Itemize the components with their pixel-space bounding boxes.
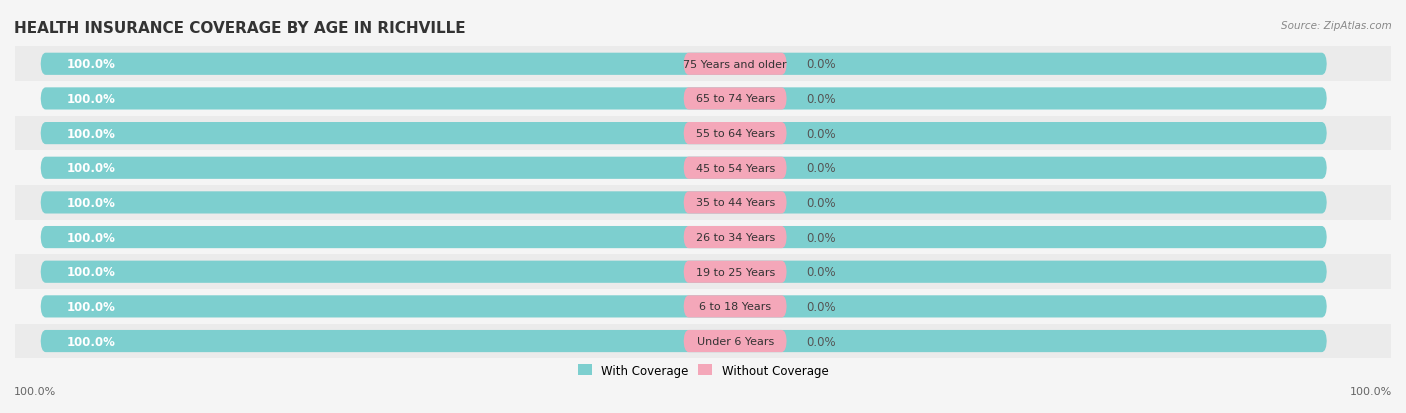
Bar	[15, 151, 1391, 185]
Text: 100.0%: 100.0%	[66, 231, 115, 244]
Bar	[15, 290, 1391, 324]
Text: 45 to 54 Years: 45 to 54 Years	[696, 164, 775, 173]
Text: HEALTH INSURANCE COVERAGE BY AGE IN RICHVILLE: HEALTH INSURANCE COVERAGE BY AGE IN RICH…	[14, 21, 465, 36]
FancyBboxPatch shape	[41, 157, 1327, 179]
Text: 100.0%: 100.0%	[66, 266, 115, 278]
Text: 19 to 25 Years: 19 to 25 Years	[696, 267, 775, 277]
Text: 0.0%: 0.0%	[806, 266, 835, 278]
Bar	[15, 185, 1391, 220]
Bar	[15, 324, 1391, 358]
Text: 100.0%: 100.0%	[66, 335, 115, 348]
FancyBboxPatch shape	[683, 226, 787, 249]
Bar	[15, 82, 1391, 116]
Text: 0.0%: 0.0%	[806, 335, 835, 348]
FancyBboxPatch shape	[683, 123, 787, 145]
Text: 75 Years and older: 75 Years and older	[683, 59, 787, 70]
FancyBboxPatch shape	[683, 88, 787, 110]
FancyBboxPatch shape	[683, 330, 787, 352]
Text: 65 to 74 Years: 65 to 74 Years	[696, 94, 775, 104]
Text: 100.0%: 100.0%	[66, 162, 115, 175]
Text: 0.0%: 0.0%	[806, 58, 835, 71]
Text: 100.0%: 100.0%	[66, 58, 115, 71]
Bar	[15, 220, 1391, 255]
FancyBboxPatch shape	[683, 157, 787, 179]
Text: 0.0%: 0.0%	[806, 93, 835, 106]
Text: 0.0%: 0.0%	[806, 231, 835, 244]
Text: 35 to 44 Years: 35 to 44 Years	[696, 198, 775, 208]
FancyBboxPatch shape	[683, 54, 787, 76]
Text: 0.0%: 0.0%	[806, 162, 835, 175]
Text: 100.0%: 100.0%	[66, 93, 115, 106]
Legend: With Coverage, Without Coverage: With Coverage, Without Coverage	[572, 359, 834, 382]
FancyBboxPatch shape	[41, 88, 1327, 110]
FancyBboxPatch shape	[683, 261, 787, 283]
Bar	[15, 255, 1391, 290]
FancyBboxPatch shape	[41, 192, 1327, 214]
Text: 100.0%: 100.0%	[14, 387, 56, 396]
FancyBboxPatch shape	[41, 261, 1327, 283]
Text: Source: ZipAtlas.com: Source: ZipAtlas.com	[1281, 21, 1392, 31]
Text: 0.0%: 0.0%	[806, 197, 835, 209]
FancyBboxPatch shape	[41, 123, 1327, 145]
FancyBboxPatch shape	[683, 296, 787, 318]
Text: 55 to 64 Years: 55 to 64 Years	[696, 129, 775, 139]
Text: 6 to 18 Years: 6 to 18 Years	[699, 301, 772, 312]
Text: 0.0%: 0.0%	[806, 300, 835, 313]
FancyBboxPatch shape	[41, 54, 1327, 76]
Bar	[15, 116, 1391, 151]
Bar	[15, 47, 1391, 82]
Text: 26 to 34 Years: 26 to 34 Years	[696, 233, 775, 242]
FancyBboxPatch shape	[683, 192, 787, 214]
Text: 100.0%: 100.0%	[66, 127, 115, 140]
FancyBboxPatch shape	[41, 226, 1327, 249]
Text: 100.0%: 100.0%	[1350, 387, 1392, 396]
Text: 100.0%: 100.0%	[66, 197, 115, 209]
Text: Under 6 Years: Under 6 Years	[696, 336, 773, 346]
FancyBboxPatch shape	[41, 330, 1327, 352]
Text: 0.0%: 0.0%	[806, 127, 835, 140]
FancyBboxPatch shape	[41, 296, 1327, 318]
Text: 100.0%: 100.0%	[66, 300, 115, 313]
